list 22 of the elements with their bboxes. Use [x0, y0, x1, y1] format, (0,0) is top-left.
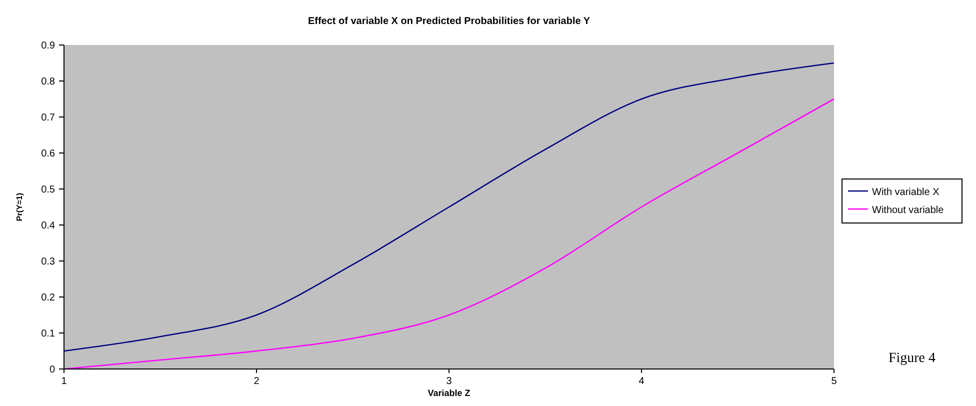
y-tick-label: 0	[49, 364, 56, 376]
y-axis-title: Pr(Y=1)	[15, 192, 24, 222]
caption: Figure 4	[888, 351, 936, 366]
y-tick-label: 0.6	[41, 148, 56, 160]
y-tick-label: 0.3	[41, 256, 56, 268]
legend-label: Without variable	[872, 205, 944, 216]
x-tick-label: 4	[638, 376, 645, 387]
y-tick-label: 0.2	[41, 292, 56, 304]
x-tick-label: 1	[61, 376, 68, 387]
y-tick-label: 0.5	[41, 184, 56, 196]
chart-title: Effect of variable X on Predicted Probabilities for variable Y	[308, 16, 590, 27]
y-tick-label: 0.9	[41, 40, 56, 52]
x-axis-title: Variable Z	[428, 388, 471, 398]
x-tick-label: 5	[831, 376, 838, 387]
line-series	[64, 62, 834, 352]
x-tick-label: 3	[446, 376, 452, 387]
x-tick-label: 2	[254, 376, 260, 387]
y-tick-label: 0.8	[41, 76, 56, 88]
y-tick-label: 0.7	[41, 112, 56, 124]
y-tick-label: 0.4	[41, 220, 56, 232]
y-tick-label: 0.1	[41, 328, 56, 340]
legend-label: With variable X	[872, 187, 940, 198]
